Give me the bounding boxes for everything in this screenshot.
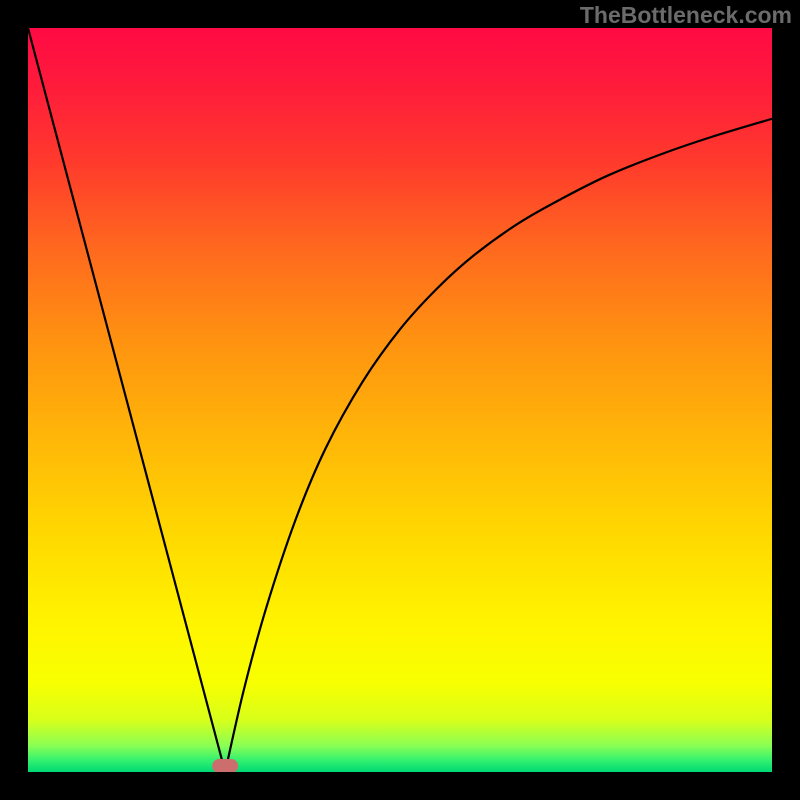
bottleneck-chart — [0, 0, 800, 800]
watermark-text: TheBottleneck.com — [580, 2, 792, 29]
optimum-marker — [212, 759, 238, 773]
chart-container: { "watermark": { "text": "TheBottleneck.… — [0, 0, 800, 800]
gradient-background — [28, 28, 772, 772]
